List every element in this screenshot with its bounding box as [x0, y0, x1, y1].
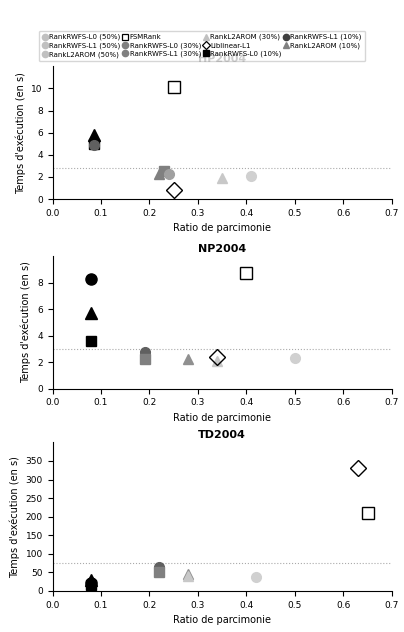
- Title: NP2004: NP2004: [198, 244, 246, 254]
- Legend: RankRWFS-L0 (50%), RankRWFS-L1 (50%), RankL2AROM (50%), FSMRank, RankRWFS-L0 (30: RankRWFS-L0 (50%), RankRWFS-L1 (50%), Ra…: [39, 30, 365, 61]
- Title: HP2004: HP2004: [198, 54, 246, 64]
- Y-axis label: Temps d'exécution (en s): Temps d'exécution (en s): [21, 262, 32, 383]
- Title: TD2004: TD2004: [198, 430, 246, 441]
- X-axis label: Ratio de parcimonie: Ratio de parcimonie: [173, 615, 271, 625]
- X-axis label: Ratio de parcimonie: Ratio de parcimonie: [173, 413, 271, 423]
- Y-axis label: Temps d'exécution (en s): Temps d'exécution (en s): [9, 456, 20, 578]
- Y-axis label: Temps d'exécution (en s): Temps d'exécution (en s): [15, 72, 26, 193]
- X-axis label: Ratio de parcimonie: Ratio de parcimonie: [173, 223, 271, 233]
